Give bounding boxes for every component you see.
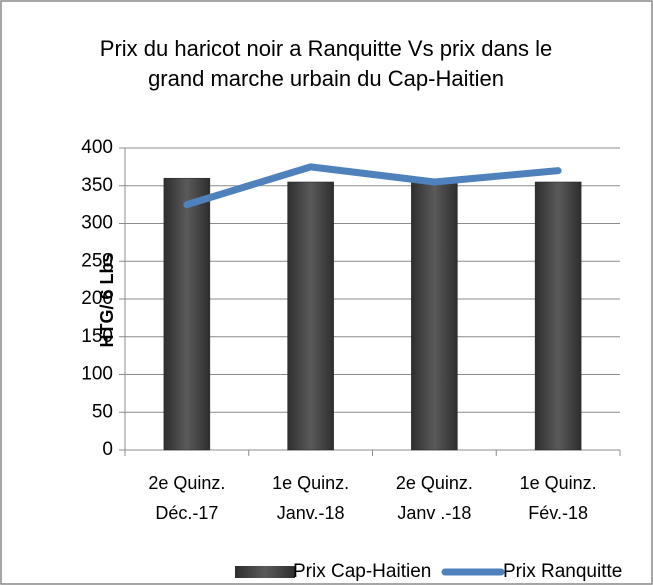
y-tick-label: 50 xyxy=(92,401,113,422)
y-tick-label: 200 xyxy=(81,288,113,309)
line xyxy=(183,163,562,209)
x-tick-label: 2e Quinz. Déc.-17 xyxy=(148,473,226,523)
legend-swatch xyxy=(235,566,295,578)
x-tick-label: 1e Quinz. Fév.-18 xyxy=(519,473,597,523)
y-tick-label: 400 xyxy=(81,137,113,158)
x-tick-label: 2e Quinz. Janv .-18 xyxy=(395,473,473,523)
legend-label: Prix Cap-Haitien xyxy=(293,561,431,582)
bar xyxy=(534,181,582,451)
y-tick-label: 100 xyxy=(81,364,113,385)
bar xyxy=(163,177,211,451)
y-axis-label: HTG/ 6 Lbs xyxy=(97,252,117,347)
legend-label: Prix Ranquitte xyxy=(503,561,622,582)
bar xyxy=(287,181,334,451)
y-tick-label: 0 xyxy=(102,439,113,460)
bar xyxy=(411,181,458,451)
y-tick-label: 350 xyxy=(81,175,113,196)
y-tick-label: 150 xyxy=(81,326,113,347)
y-tick-label: 250 xyxy=(81,250,113,271)
y-tick-label: 300 xyxy=(81,213,113,234)
x-tick-label: 1e Quinz. Janv.-18 xyxy=(272,473,350,523)
chart-title: Prix du haricot noir a Ranquitte Vs prix… xyxy=(99,36,553,91)
